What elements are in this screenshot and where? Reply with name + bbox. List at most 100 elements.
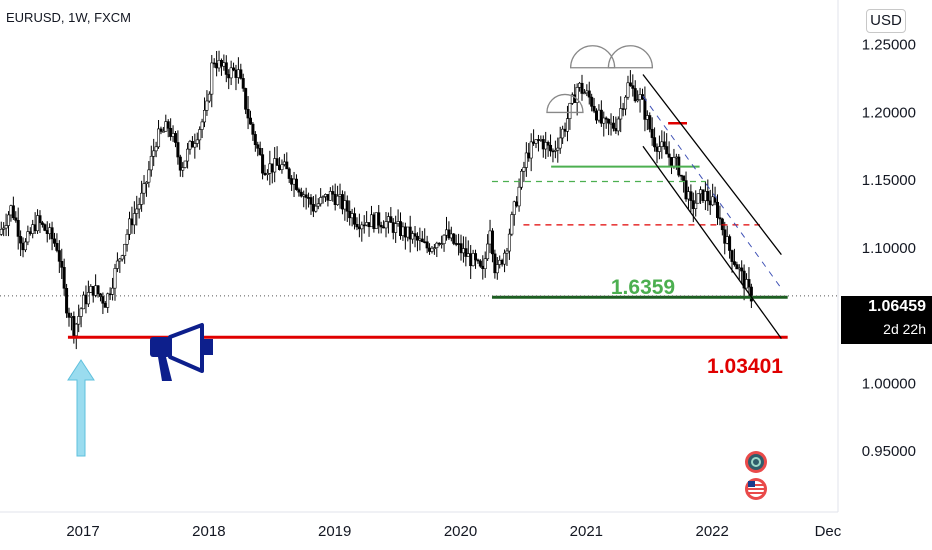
candle-body	[396, 221, 400, 224]
candle-body	[379, 224, 383, 228]
candle-body	[130, 218, 134, 226]
candle-body	[486, 243, 490, 260]
candle-body	[430, 247, 434, 252]
candle-body	[82, 294, 86, 310]
candle-body	[84, 294, 88, 305]
candle-body	[261, 154, 265, 174]
candle-body	[374, 212, 378, 229]
candle-body	[452, 233, 456, 244]
candle-body	[674, 156, 678, 159]
candle-body	[435, 242, 439, 249]
candle-body	[643, 98, 647, 120]
channel-layer	[642, 74, 782, 340]
candle-body	[367, 222, 371, 228]
candle-body	[725, 236, 729, 244]
candle-body	[372, 214, 376, 229]
candle-body	[328, 191, 332, 201]
candle-body	[89, 286, 93, 293]
candle-body	[111, 287, 115, 295]
candle-body	[406, 226, 410, 238]
candle-body	[628, 82, 632, 86]
candle-body	[0, 228, 3, 235]
candle-body	[251, 123, 255, 135]
candle-body	[31, 224, 35, 234]
candle-body	[275, 158, 279, 166]
candle-body	[50, 227, 54, 240]
pattern-arc	[569, 45, 616, 69]
candle-body	[113, 268, 117, 289]
up-arrow-icon	[67, 359, 95, 457]
candle-body	[307, 197, 311, 199]
candle-body	[217, 59, 221, 69]
candle-body	[527, 152, 531, 159]
green-level-label: 1.6359	[611, 276, 675, 299]
candle-body	[16, 220, 20, 237]
candle-body	[488, 230, 492, 245]
candle-body	[60, 261, 64, 268]
candle-body	[265, 172, 269, 175]
candle-body	[215, 63, 219, 69]
candle-body	[144, 181, 148, 184]
candle-body	[648, 115, 652, 130]
candle-body	[244, 88, 248, 110]
candle-body	[384, 221, 388, 229]
x-tick-label: 2018	[192, 523, 225, 540]
candle-body	[186, 148, 190, 162]
candle-body	[510, 214, 514, 235]
candle-body	[619, 108, 623, 120]
candle-body	[507, 233, 511, 252]
pattern-arcs	[546, 45, 654, 114]
candle-body	[98, 293, 102, 297]
candle-body	[556, 147, 560, 151]
candle-body	[321, 196, 325, 198]
candle-body	[203, 110, 207, 123]
candle-body	[650, 128, 654, 138]
candle-body	[33, 224, 37, 232]
candle-body	[210, 62, 214, 95]
candle-body	[128, 218, 132, 235]
candle-body	[561, 128, 565, 139]
candle-body	[311, 204, 315, 212]
candle-body	[350, 213, 354, 219]
candle-body	[193, 143, 197, 148]
candle-body	[239, 69, 243, 79]
channel-line	[642, 145, 782, 340]
candle-body	[493, 253, 497, 274]
candle-body	[14, 217, 18, 221]
candle-body	[614, 128, 618, 132]
candle-body	[411, 233, 415, 240]
candle-body	[715, 201, 719, 218]
channel-line	[642, 74, 782, 256]
candle-body	[169, 127, 173, 137]
x-axis-ticks: 2017 2018 2019 2020 2021 2022 Dec	[66, 523, 841, 540]
candle-body	[299, 191, 303, 197]
candle-body	[4, 225, 8, 229]
candle-body	[694, 202, 698, 209]
candle-body	[657, 146, 661, 152]
y-tick-label: 1.20000	[862, 104, 916, 121]
candle-body	[241, 78, 245, 89]
candle-body	[440, 243, 444, 245]
candle-body	[425, 241, 429, 249]
candle-body	[94, 285, 98, 296]
candle-body	[309, 197, 313, 205]
candle-body	[691, 200, 695, 209]
currency-button[interactable]: USD	[866, 9, 906, 33]
candle-body	[48, 227, 52, 234]
candle-body	[578, 82, 582, 88]
candle-body	[234, 69, 238, 78]
candle-body	[176, 142, 180, 158]
candle-body	[198, 129, 202, 141]
candle-body	[386, 216, 390, 222]
candle-body	[597, 109, 601, 121]
candle-body	[28, 231, 32, 234]
candle-body	[737, 267, 741, 270]
candle-body	[519, 170, 523, 188]
candle-body	[595, 110, 599, 121]
x-tick-label: 2022	[695, 523, 728, 540]
candle-body	[355, 223, 359, 228]
candle-body	[616, 118, 620, 132]
candle-body	[503, 252, 507, 265]
candle-body	[357, 226, 361, 230]
